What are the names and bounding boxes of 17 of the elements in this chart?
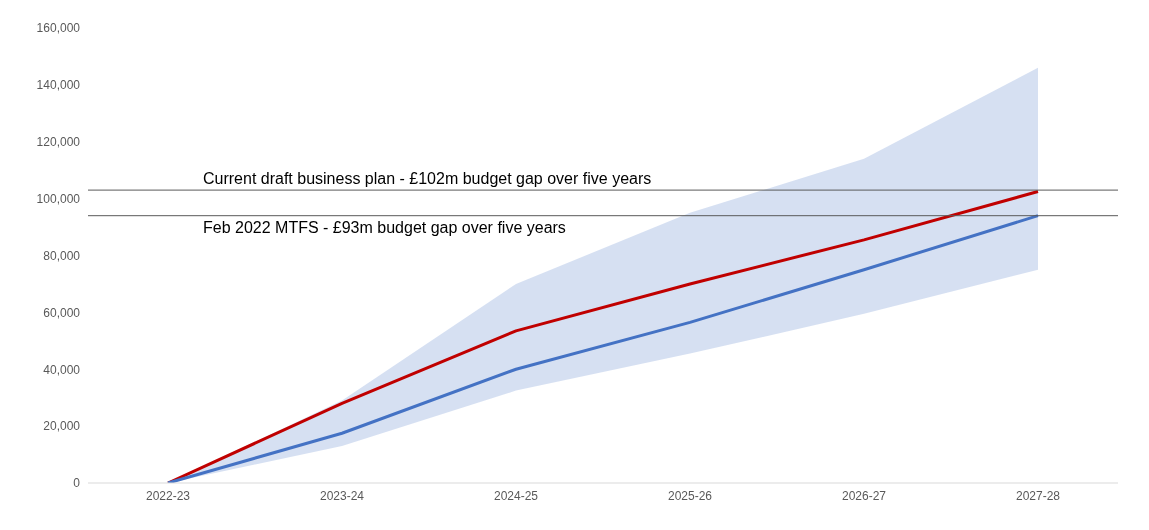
ref-line-label: Feb 2022 MTFS - £93m budget gap over five years	[203, 218, 566, 236]
x-tick-label: 2023-24	[319, 488, 365, 503]
y-tick-label: 20,000	[43, 419, 81, 434]
y-tick-label: 100,000	[36, 191, 81, 206]
ref-line-label: Current draft business plan - £102m budget gap over five years	[203, 170, 652, 188]
x-tick-label: 2026-27	[841, 488, 887, 503]
x-tick-label: 2025-26	[667, 488, 713, 503]
y-tick-label: 160,000	[36, 21, 81, 36]
x-tick-label: 2022-23	[145, 488, 191, 503]
y-tick-label: 0	[73, 476, 81, 491]
x-tick-label: 2027-28	[1015, 488, 1061, 503]
x-tick-label: 2024-25	[493, 488, 539, 503]
y-tick-label: 40,000	[43, 362, 81, 377]
y-tick-label: 80,000	[43, 248, 81, 263]
y-tick-label: 120,000	[36, 135, 81, 150]
y-tick-label: 60,000	[43, 305, 81, 320]
y-tick-label: 140,000	[36, 78, 81, 93]
